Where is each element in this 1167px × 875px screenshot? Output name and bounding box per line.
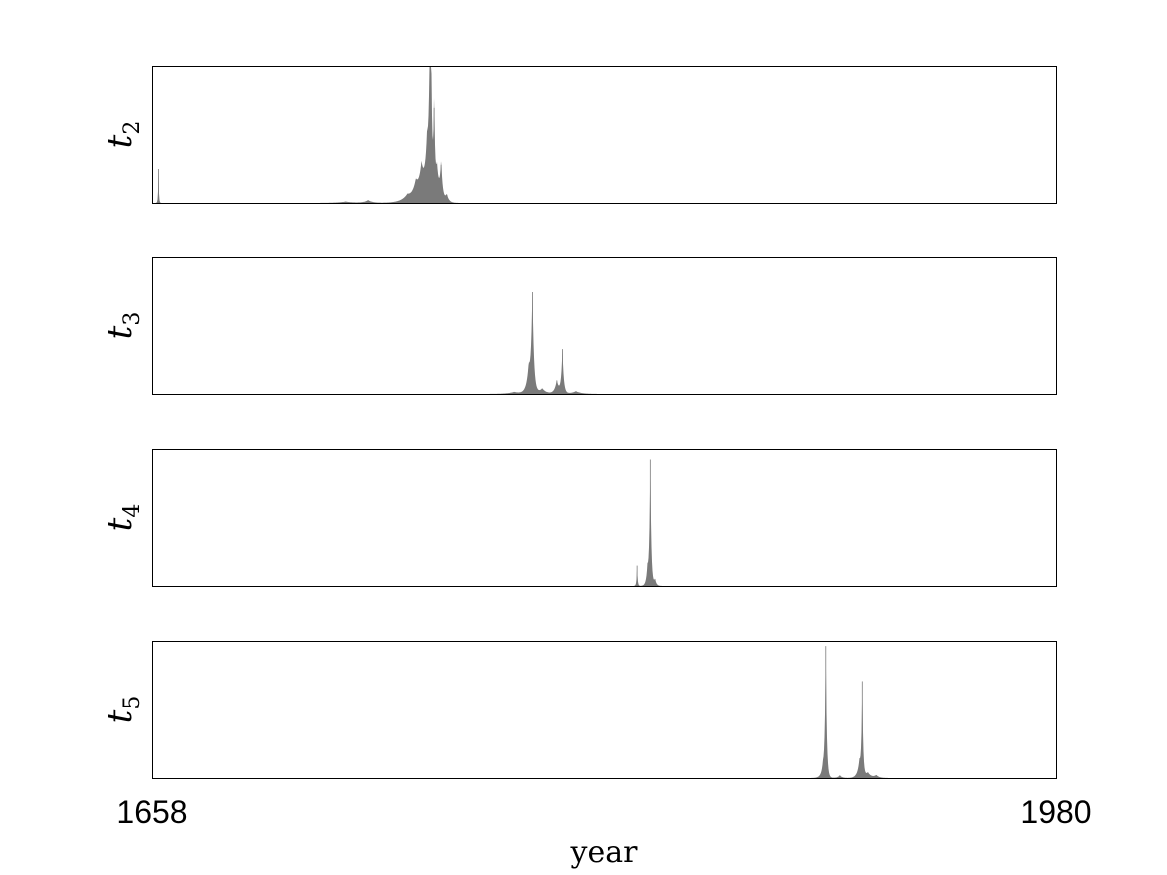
panel-frame-4 [152,449,1057,587]
panel-t3: t3 [100,257,1057,395]
panel-t5: t5 [100,641,1057,779]
series-area-t4 [152,478,1056,586]
panel-frame-2 [152,66,1057,204]
panel-t4: t4 [100,449,1057,587]
y-axis-label-sub: 2 [120,121,145,135]
y-axis-label-base: t [100,134,140,148]
panel-frame-3 [152,257,1057,395]
panel-t2: t2 [100,66,1057,204]
y-axis-label-sub: 5 [120,696,145,710]
x-tick-label-left: 1658 [116,794,187,830]
y-axis-label-base: t [100,709,140,723]
y-axis-label-4: t4 [100,504,145,532]
x-axis-label: year [570,835,639,870]
y-axis-label-base: t [100,517,140,531]
y-axis-label-sub: 4 [120,504,145,518]
series-area-t2 [152,67,1056,203]
y-axis-label-2: t2 [100,121,145,149]
series-area-t5 [152,668,1056,778]
panel-frame-5 [152,641,1057,779]
x-tick-label-right: 1980 [1020,794,1091,830]
y-axis-label-base: t [100,325,140,339]
y-axis-label-5: t5 [100,696,145,724]
series-area-t3 [152,292,1056,394]
y-axis-label-sub: 3 [120,312,145,326]
y-axis-label-3: t3 [100,312,145,340]
